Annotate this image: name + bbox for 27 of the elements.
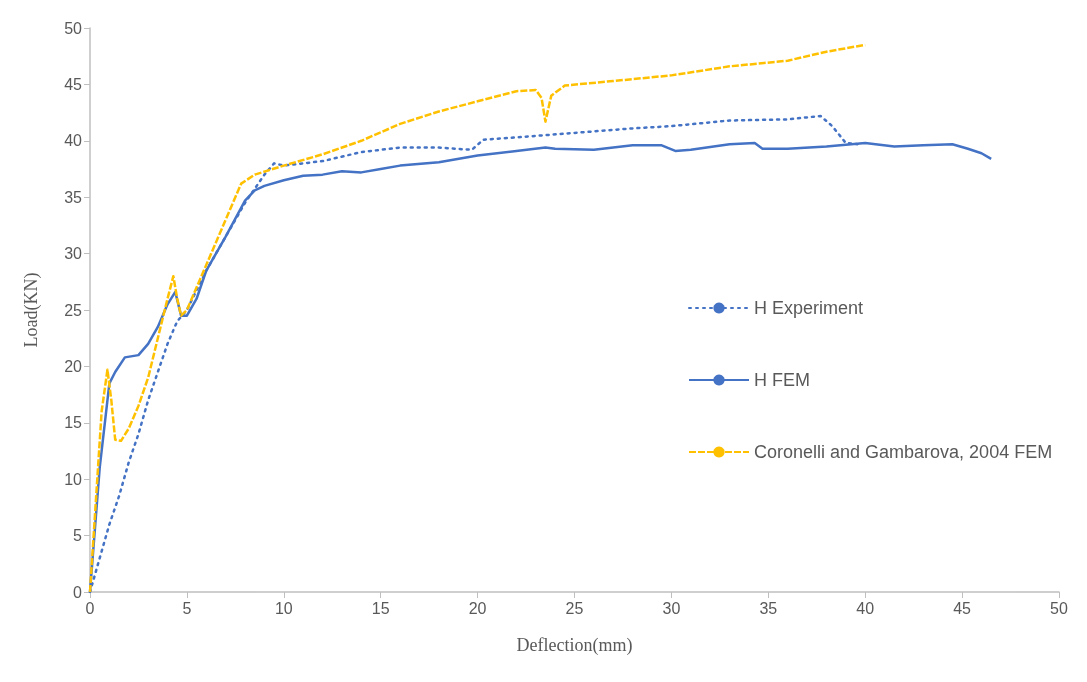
x-tick-label: 20 xyxy=(468,599,487,617)
x-tick-label: 5 xyxy=(182,599,192,617)
x-tick-label: 0 xyxy=(85,599,95,617)
x-tick-label: 10 xyxy=(274,599,293,617)
x-tick-label: 30 xyxy=(662,599,681,617)
y-tick-label: 20 xyxy=(64,357,83,375)
x-axis-title: Deflection(mm) xyxy=(516,635,633,656)
y-tick-label: 0 xyxy=(73,583,83,601)
legend-label: H FEM xyxy=(754,370,810,390)
y-tick-label: 25 xyxy=(64,301,83,319)
y-tick-label: 50 xyxy=(64,19,83,37)
x-tick-label: 25 xyxy=(565,599,584,617)
x-tick-label: 50 xyxy=(1050,599,1068,617)
y-tick-label: 15 xyxy=(64,414,83,432)
y-tick-label: 30 xyxy=(64,245,83,263)
x-tick-label: 35 xyxy=(759,599,778,617)
legend-label: Coronelli and Gambarova, 2004 FEM xyxy=(754,442,1053,462)
x-tick-label: 40 xyxy=(856,599,875,617)
y-tick-label: 35 xyxy=(64,188,83,206)
y-tick-label: 40 xyxy=(64,132,83,150)
y-axis-title: Load(KN) xyxy=(21,272,42,348)
y-tick-label: 45 xyxy=(64,75,83,93)
y-tick-label: 5 xyxy=(73,527,83,545)
x-tick-label: 15 xyxy=(371,599,390,617)
x-tick-label: 45 xyxy=(953,599,972,617)
y-tick-label: 10 xyxy=(64,470,83,488)
legend-label: H Experiment xyxy=(754,298,864,318)
